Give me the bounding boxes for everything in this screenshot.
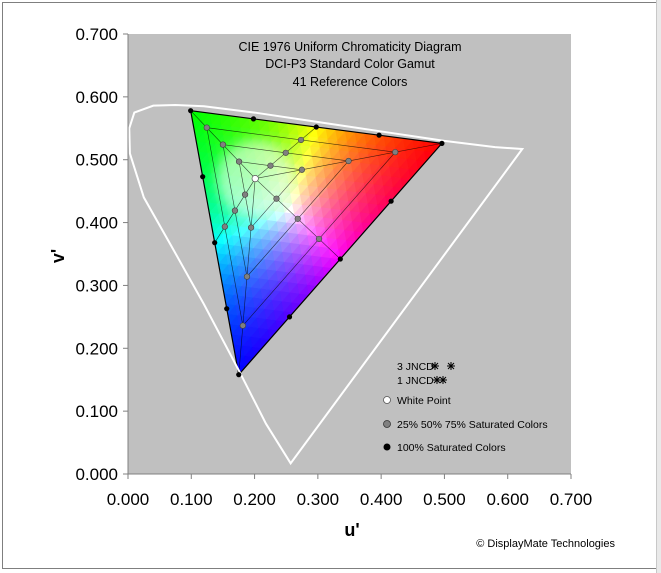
spectrum-locus	[128, 104, 525, 466]
x-tick-label: 0.500	[423, 490, 466, 509]
y-tick-label: 0.400	[75, 214, 118, 233]
x-tick-label: 0.700	[550, 490, 593, 509]
x-axis-label: u'	[344, 520, 359, 540]
chart-title-line-1: CIE 1976 Uniform Chromaticity Diagram	[239, 40, 462, 54]
y-tick-label: 0.000	[75, 465, 118, 484]
y-tick-label: 0.600	[75, 88, 118, 107]
saturated-point	[250, 116, 257, 122]
y-tick-label: 0.100	[75, 402, 118, 421]
partial-point	[267, 162, 274, 169]
partial-point	[345, 157, 352, 165]
partial-point	[273, 195, 280, 202]
partial-point	[241, 191, 249, 198]
saturated-point	[313, 124, 319, 130]
saturated-point	[286, 314, 293, 320]
plot-area	[128, 34, 571, 474]
white-point	[251, 175, 259, 183]
partial-point	[315, 235, 323, 243]
x-axis-ticks: 0.000 0.100 0.200 0.300 0.400 0.500 0.600 0.700	[107, 474, 593, 509]
reference-color-points	[188, 108, 445, 378]
partial-point	[239, 322, 246, 329]
legend-1jncd-label: 1 JNCD	[397, 375, 434, 387]
x-tick-label: 0.000	[107, 490, 150, 509]
legend-full-label: 100% Saturated Colors	[397, 442, 506, 454]
saturated-point	[376, 132, 382, 138]
x-tick-label: 0.200	[233, 490, 276, 509]
y-tick-label: 0.700	[75, 25, 118, 44]
legend: 3 JNCD 1 JNCD White Point 25% 50% 75% Sa…	[383, 361, 548, 454]
legend-3jncd-label: 3 JNCD	[397, 361, 434, 373]
partial-point	[221, 223, 228, 230]
legend-white-marker	[383, 396, 391, 404]
legend-partial-marker	[383, 420, 391, 428]
saturated-point	[188, 108, 194, 114]
saturated-point	[200, 174, 206, 180]
legend-1jncd-marker	[433, 376, 447, 384]
x-tick-label: 0.400	[360, 490, 403, 509]
credit-text: © DisplayMate Technologies	[476, 538, 615, 550]
saturated-point	[439, 140, 445, 146]
y-tick-label: 0.300	[75, 276, 118, 295]
chart-title-line-2: DCI-P3 Standard Color Gamut	[265, 57, 435, 71]
y-tick-label: 0.500	[75, 151, 118, 170]
partial-point	[294, 215, 301, 222]
partial-point	[203, 124, 210, 131]
partial-point	[235, 158, 243, 165]
legend-full-marker	[383, 443, 391, 451]
y-axis-ticks: 0.000 0.100 0.200 0.300 0.400 0.500 0.600 0.700	[75, 25, 128, 484]
axes	[127, 34, 571, 475]
partial-point	[282, 149, 289, 156]
partial-point	[392, 149, 399, 156]
saturated-point	[388, 198, 394, 204]
partial-point	[219, 141, 227, 148]
chart-title-line-3: 41 Reference Colors	[293, 75, 408, 89]
y-axis-label: v'	[48, 249, 68, 263]
x-tick-label: 0.100	[170, 490, 213, 509]
saturated-point	[212, 240, 218, 246]
x-tick-label: 0.300	[297, 490, 340, 509]
partial-point	[298, 166, 305, 173]
legend-partial-label: 25% 50% 75% Saturated Colors	[397, 419, 548, 431]
partial-point	[231, 207, 239, 214]
legend-white-label: White Point	[397, 395, 451, 407]
x-tick-label: 0.600	[486, 490, 529, 509]
partial-point	[297, 136, 305, 144]
saturated-point	[224, 306, 230, 312]
partial-point	[243, 273, 251, 280]
saturated-point	[236, 372, 242, 378]
partial-point	[247, 224, 255, 231]
y-tick-label: 0.200	[75, 339, 118, 358]
window-edge	[656, 0, 661, 573]
saturated-point	[337, 256, 343, 262]
legend-3jncd-marker	[431, 362, 455, 370]
